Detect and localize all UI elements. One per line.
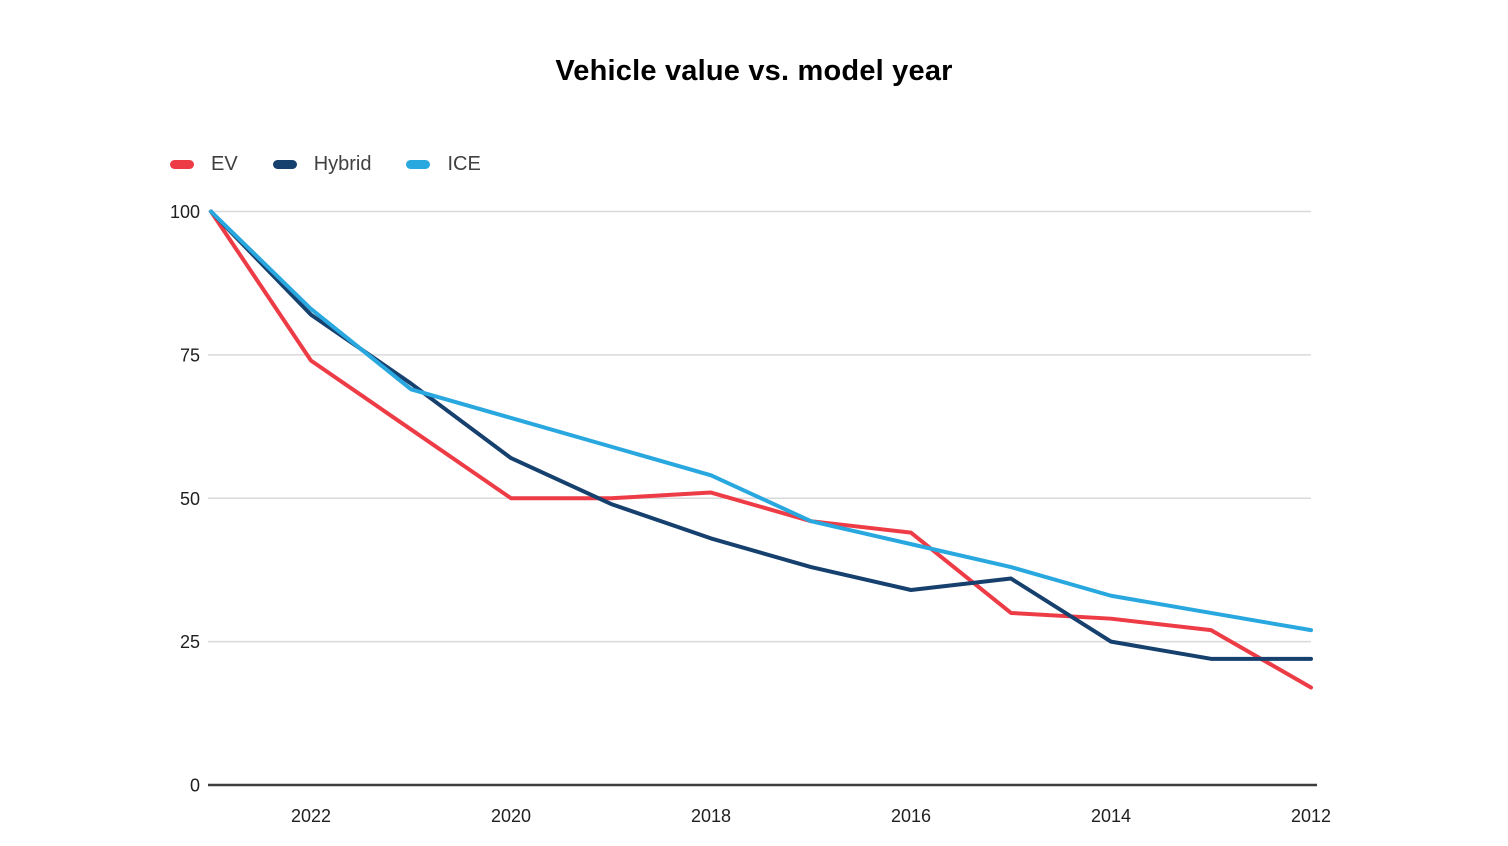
y-tick-label: 25 <box>180 632 200 652</box>
y-tick-label: 75 <box>180 345 200 365</box>
series-line-ice <box>209 209 1313 633</box>
legend-item-ice: ICE <box>406 152 481 176</box>
chart-title: Vehicle value vs. model year <box>555 55 953 87</box>
x-tick-label: 2012 <box>1291 806 1331 826</box>
legend-label-ice: ICE <box>447 153 481 175</box>
legend-label-ev: EV <box>211 153 238 175</box>
legend-item-ev: EV <box>170 152 238 176</box>
x-tick-label: 2014 <box>1091 806 1131 826</box>
legend: EV Hybrid ICE <box>170 151 481 177</box>
legend-swatch-hybrid <box>272 159 297 169</box>
y-tick-label: 0 <box>190 776 200 796</box>
x-tick-label: 2018 <box>691 806 731 826</box>
legend-label-hybrid: Hybrid <box>313 153 372 175</box>
legend-swatch-ice <box>406 159 431 169</box>
legend-swatch-ev <box>170 159 194 169</box>
series-line-hybrid <box>209 209 1313 661</box>
series-line-ev <box>209 209 1313 690</box>
y-tick-label: 100 <box>170 202 200 222</box>
x-tick-label: 2020 <box>491 806 531 826</box>
x-tick-label: 2016 <box>891 806 931 826</box>
legend-item-hybrid: Hybrid <box>272 152 372 176</box>
x-tick-label: 2022 <box>291 806 331 826</box>
y-tick-label: 50 <box>180 489 200 509</box>
